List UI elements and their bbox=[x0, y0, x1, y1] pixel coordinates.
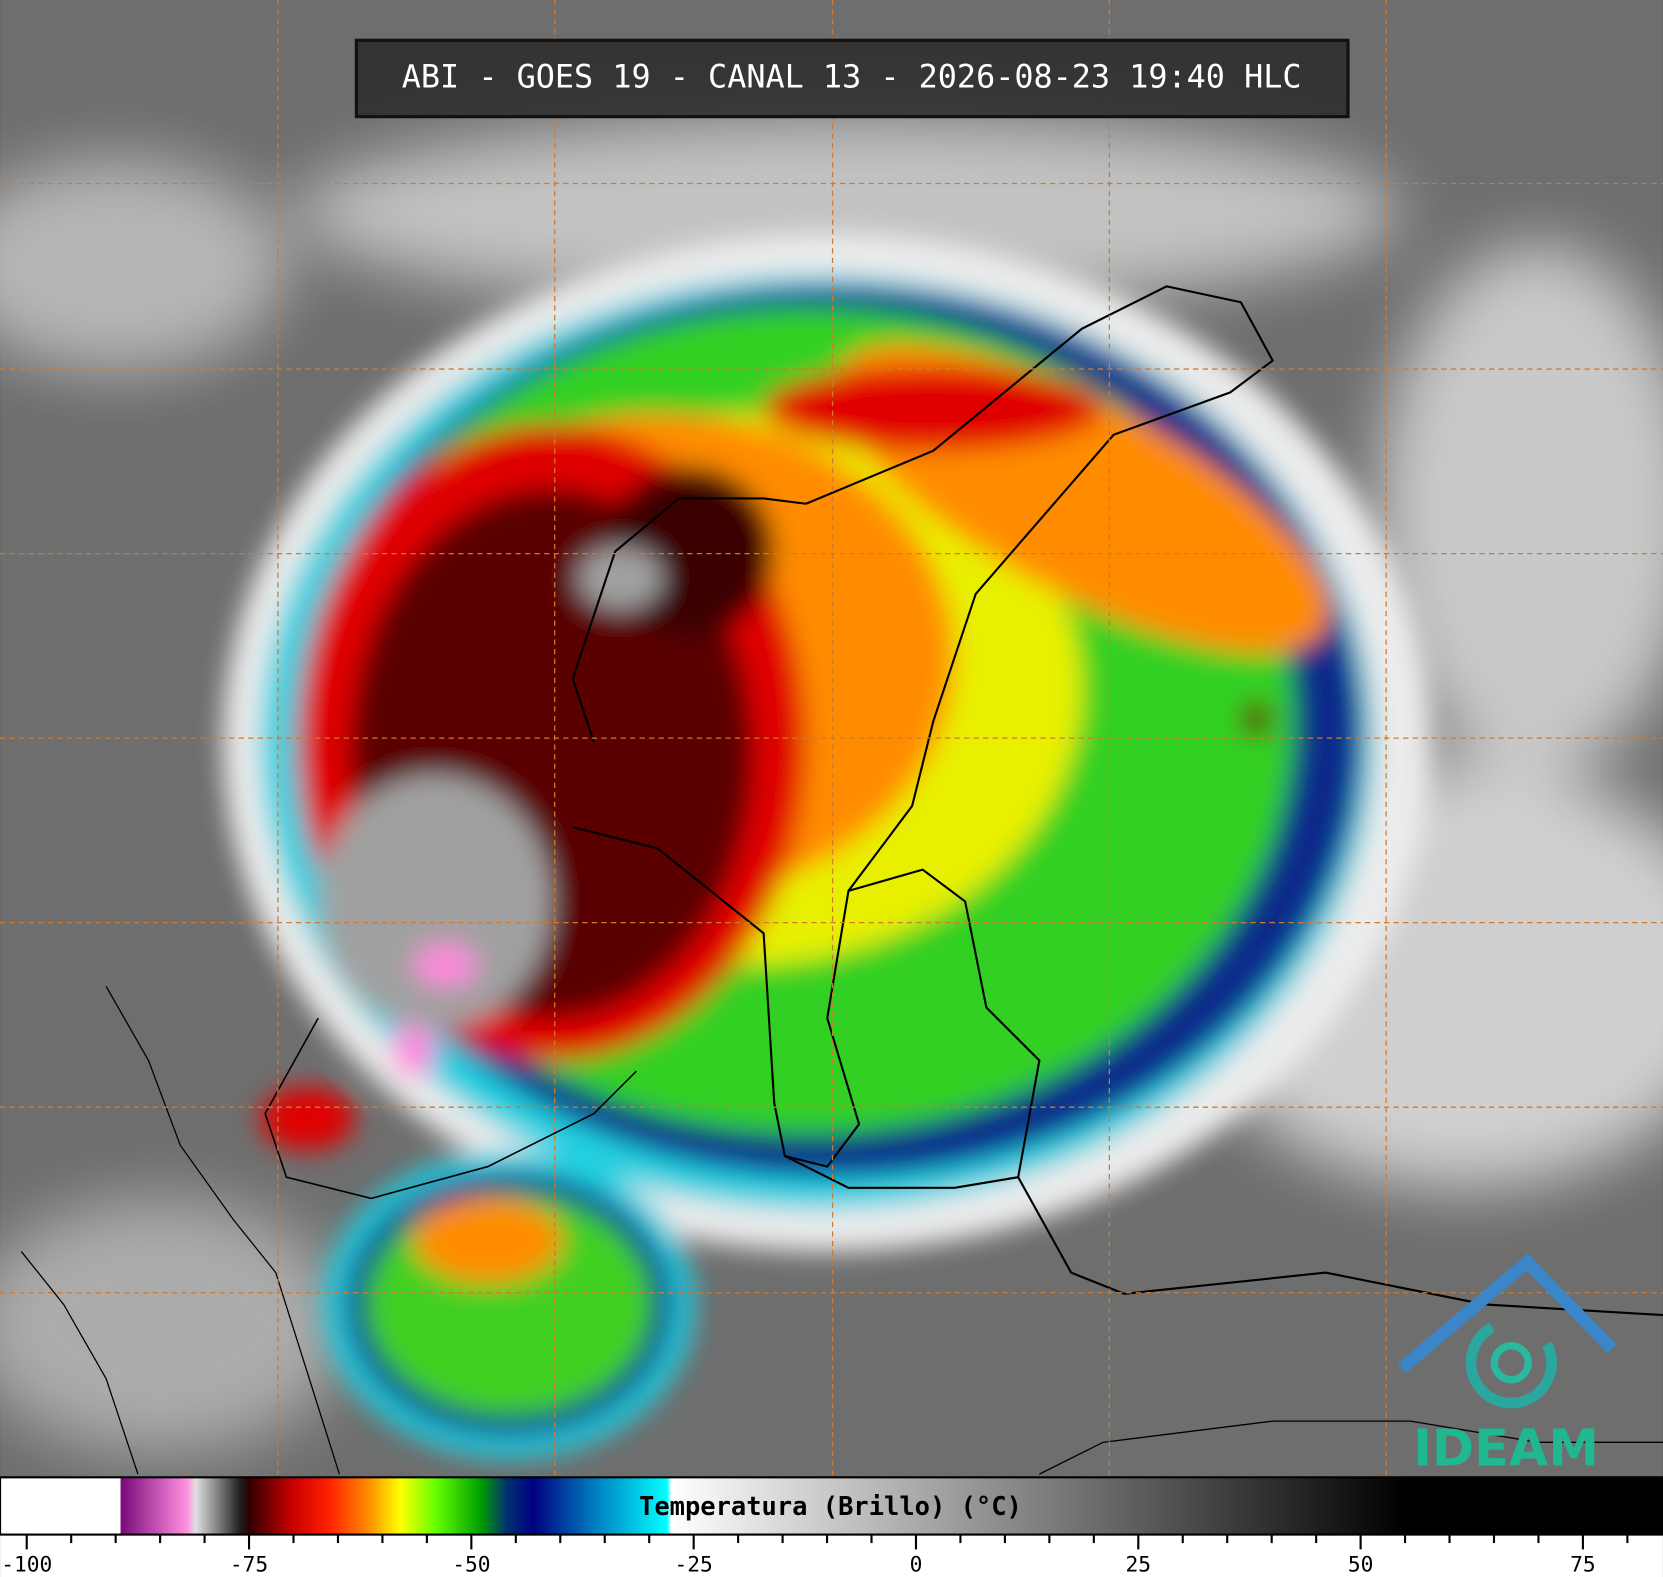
tick-label: 25 bbox=[1126, 1552, 1152, 1577]
colorbar bbox=[0, 1476, 1663, 1536]
title: ABI - GOES 19 - CANAL 13 - 2026-08-23 19… bbox=[402, 57, 1302, 95]
tick-label: -25 bbox=[675, 1552, 713, 1577]
logo: IDEAM bbox=[1397, 1253, 1617, 1479]
tick-label: -100 bbox=[1, 1552, 52, 1577]
tick-label: -50 bbox=[452, 1552, 490, 1577]
colorbar-label: Temperatura (Brillo) (°C) bbox=[639, 1492, 1022, 1522]
logo-text: IDEAM bbox=[1413, 1420, 1599, 1479]
title-box: ABI - GOES 19 - CANAL 13 - 2026-08-23 19… bbox=[354, 38, 1350, 119]
tick-label: 0 bbox=[910, 1552, 923, 1577]
tick-label: 50 bbox=[1348, 1552, 1374, 1577]
tick-label: -75 bbox=[230, 1552, 268, 1577]
satellite-image bbox=[0, 0, 1663, 1478]
tick-label: 75 bbox=[1570, 1552, 1596, 1577]
